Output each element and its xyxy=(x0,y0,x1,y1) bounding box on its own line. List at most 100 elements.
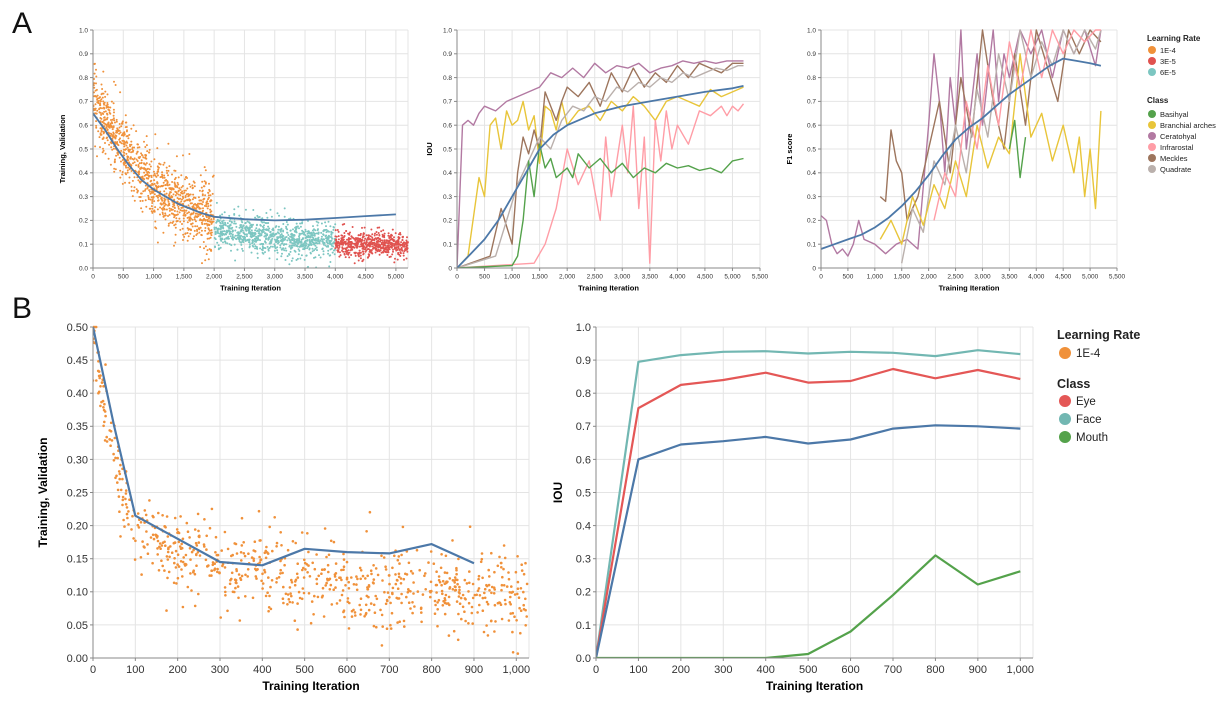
scatter-point xyxy=(177,190,180,193)
scatter-point xyxy=(130,185,133,188)
scatter-point xyxy=(234,229,237,232)
scatter-point xyxy=(440,553,443,556)
scatter-point xyxy=(184,214,187,217)
scatter-point xyxy=(120,134,123,137)
scatter-point xyxy=(457,557,460,561)
scatter-point xyxy=(347,587,351,590)
scatter-group-3E-5 xyxy=(334,223,409,265)
scatter-point xyxy=(275,225,278,228)
scatter-point xyxy=(309,235,312,238)
scatter-point xyxy=(412,592,415,595)
scatter-point xyxy=(354,614,357,617)
scatter-point xyxy=(372,624,376,628)
scatter-point xyxy=(240,224,243,226)
scatter-point xyxy=(148,175,150,178)
scatter-point xyxy=(285,249,288,252)
scatter-point xyxy=(187,195,190,198)
scatter-point xyxy=(340,578,343,582)
scatter-point xyxy=(184,196,187,199)
scatter-point xyxy=(338,244,341,247)
scatter-point xyxy=(360,245,362,248)
scatter-point xyxy=(167,142,170,145)
scatter-point xyxy=(337,247,340,250)
scatter-point xyxy=(99,111,102,114)
x-axis-title: Training Iteration xyxy=(220,283,281,292)
scatter-point xyxy=(159,206,162,209)
scatter-point xyxy=(202,215,204,218)
scatter-point xyxy=(400,241,403,244)
x-tick-label: 3,500 xyxy=(1001,274,1018,281)
scatter-point xyxy=(133,157,136,160)
scatter-point xyxy=(217,248,220,251)
scatter-point xyxy=(331,231,334,234)
x-tick-label: 700 xyxy=(380,664,398,676)
scatter-point xyxy=(282,223,285,225)
scatter-point xyxy=(108,132,111,135)
scatter-point xyxy=(276,236,279,239)
scatter-point xyxy=(106,123,108,126)
x-tick-label: 0 xyxy=(819,274,823,281)
scatter-point xyxy=(311,250,314,253)
scatter-point xyxy=(412,581,415,584)
scatter-point xyxy=(305,254,308,257)
scatter-point xyxy=(163,202,166,205)
scatter-point xyxy=(241,221,244,224)
scatter-point xyxy=(334,572,338,575)
scatter-point xyxy=(203,222,206,225)
scatter-point xyxy=(209,208,212,211)
scatter-point xyxy=(228,233,231,235)
scatter-point xyxy=(180,542,183,546)
scatter-point xyxy=(167,200,170,203)
scatter-point xyxy=(224,594,227,597)
scatter-point xyxy=(95,82,97,85)
scatter-point xyxy=(295,245,298,247)
scatter-point xyxy=(125,506,129,509)
scatter-point xyxy=(330,236,333,239)
scatter-point xyxy=(356,246,358,249)
scatter-point xyxy=(135,164,138,167)
scatter-point xyxy=(301,221,304,224)
scatter-point xyxy=(282,601,285,605)
scatter-point xyxy=(172,203,175,206)
scatter-point xyxy=(329,539,333,543)
scatter-point xyxy=(271,245,274,248)
y-axis-title: Training, Validation xyxy=(58,114,67,183)
scatter-point xyxy=(133,199,136,202)
scatter-point xyxy=(113,160,116,163)
scatter-point xyxy=(371,242,374,245)
scatter-point xyxy=(352,245,355,248)
scatter-point xyxy=(139,155,142,158)
scatter-point xyxy=(156,547,159,550)
scatter-point xyxy=(338,251,341,254)
scatter-point xyxy=(397,238,400,241)
scatter-point xyxy=(198,534,201,538)
scatter-point xyxy=(280,248,283,251)
panel-letter-a: A xyxy=(12,7,32,40)
scatter-point xyxy=(388,582,391,586)
scatter-point xyxy=(127,523,130,526)
scatter-point xyxy=(165,169,168,172)
scatter-point xyxy=(219,235,222,238)
axes xyxy=(593,326,1033,661)
scatter-point xyxy=(204,558,208,562)
scatter-point xyxy=(318,254,320,257)
scatter-point xyxy=(160,207,163,210)
scatter-point xyxy=(295,222,298,225)
x-tick-label: 3,500 xyxy=(297,274,314,281)
scatter-point xyxy=(214,230,217,233)
scatter-point xyxy=(251,596,255,600)
scatter-point xyxy=(226,222,229,225)
scatter-point xyxy=(505,585,509,588)
plot-area xyxy=(596,349,1021,658)
scatter-point xyxy=(406,241,409,244)
scatter-point xyxy=(468,525,472,528)
scatter-point xyxy=(337,238,340,241)
scatter-point xyxy=(359,251,362,254)
scatter-point xyxy=(185,193,188,196)
scatter-point xyxy=(124,497,127,501)
scatter-point xyxy=(362,235,365,238)
scatter-point xyxy=(325,234,328,237)
scatter-point xyxy=(332,588,336,591)
scatter-point xyxy=(389,601,392,605)
scatter-point xyxy=(154,206,157,209)
